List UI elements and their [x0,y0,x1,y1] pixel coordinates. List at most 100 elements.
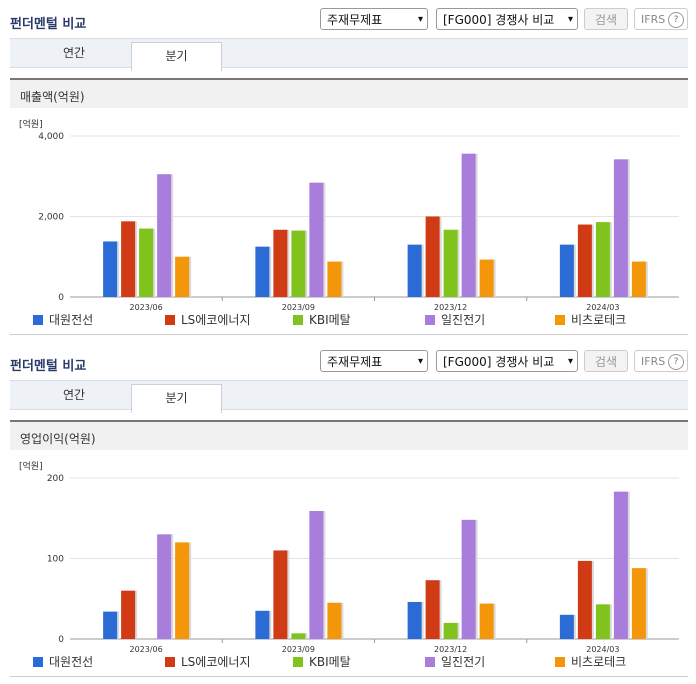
bar[interactable] [103,241,118,297]
ifrs-button[interactable]: IFRS? [634,8,688,30]
legend-item[interactable]: KBI메탈 [293,653,351,670]
operating-profit-bar-chart: 0 100 200 2023/06 2023/09 2023/12 2024/03 [47,474,679,654]
legend-label: 비츠로테크 [571,313,627,327]
bar[interactable] [631,261,646,297]
panel-title: 펀더멘털 비교 [10,17,87,32]
legend-swatch [425,315,435,325]
bar[interactable] [291,230,306,297]
bar[interactable] [327,261,342,297]
legend-swatch [293,315,303,325]
bar[interactable] [121,221,136,297]
bar[interactable] [559,614,574,639]
statement-select[interactable]: 주재무제표 ▾ [320,8,428,30]
chevron-down-icon: ▾ [417,356,423,367]
panel-header: 펀더멘털 비교 주재무제표 ▾ [FG000] 경쟁사 비교 ▾ 검색 IFRS? [0,0,696,38]
y-tick-label: 0 [58,635,64,645]
bar[interactable] [309,182,324,297]
bar[interactable] [595,604,610,639]
legend-item[interactable]: 일진전기 [425,311,485,328]
legend-swatch [165,657,175,667]
bar[interactable] [273,550,288,639]
bar[interactable] [461,153,476,297]
legend-label: 일진전기 [441,655,486,669]
bar[interactable] [425,216,440,298]
bar[interactable] [595,222,610,297]
statement-select-value: 주재무제표 [327,355,383,369]
compare-select[interactable]: [FG000] 경쟁사 비교 ▾ [436,350,578,372]
compare-select[interactable]: [FG000] 경쟁사 비교 ▾ [436,8,578,30]
ifrs-label: IFRS [641,13,666,26]
bar[interactable] [175,542,190,639]
bar[interactable] [425,580,440,639]
bar[interactable] [443,622,458,639]
bar[interactable] [443,229,458,297]
panel-title: 펀더멘털 비교 [10,359,87,374]
help-icon[interactable]: ? [668,12,684,28]
bar[interactable] [559,244,574,297]
legend-item[interactable]: LS에코에너지 [165,311,251,328]
search-button[interactable]: 검색 [584,350,628,372]
legend-label: 대원전선 [49,313,94,327]
bar[interactable] [479,259,494,297]
bar[interactable] [631,568,646,639]
y-tick-label: 4,000 [38,132,64,142]
legend-item[interactable]: KBI메탈 [293,311,351,328]
legend-item[interactable]: 대원전선 [33,311,93,328]
bar[interactable] [613,159,628,297]
bar[interactable] [273,229,288,297]
chevron-down-icon: ▾ [417,14,423,25]
legend-swatch [555,657,565,667]
tab-annual[interactable]: 연간 [62,388,86,402]
x-tick-label: 2023/09 [282,645,315,654]
legend-swatch [555,315,565,325]
bar[interactable] [255,610,270,639]
legend-label: KBI메탈 [309,655,351,669]
bar[interactable] [255,246,270,297]
search-button[interactable]: 검색 [584,8,628,30]
x-tick-label: 2023/06 [130,645,163,654]
divider [10,334,688,335]
bar[interactable] [139,228,154,297]
bar[interactable] [407,244,422,297]
tab-quarter[interactable]: 분기 [131,42,222,71]
bar[interactable] [175,256,190,297]
legend-item[interactable]: 비츠로테크 [555,653,626,670]
legend-label: LS에코에너지 [181,313,251,327]
legend-item[interactable]: 비츠로테크 [555,311,626,328]
x-tick-label: 2023/06 [130,303,163,312]
bar[interactable] [407,601,422,639]
legend-swatch [425,657,435,667]
bar[interactable] [103,611,118,639]
bar[interactable] [309,511,324,639]
fundamental-panel-operating-profit: 펀더멘털 비교 주재무제표 ▾ [FG000] 경쟁사 비교 ▾ 검색 IFRS? … [0,342,696,684]
help-icon[interactable]: ? [668,354,684,370]
section-header: 영업이익(억원) [10,420,688,450]
bar[interactable] [121,590,136,639]
bar[interactable] [577,224,592,297]
compare-select-value: [FG000] 경쟁사 비교 [443,355,555,369]
legend-item[interactable]: 일진전기 [425,653,485,670]
x-tick-label: 2023/12 [434,303,467,312]
bar[interactable] [157,174,172,297]
tab-annual[interactable]: 연간 [62,46,86,60]
bar[interactable] [327,602,342,639]
ifrs-button[interactable]: IFRS? [634,350,688,372]
bar[interactable] [291,633,306,639]
unit-label: [억원] [19,120,43,130]
statement-select[interactable]: 주재무제표 ▾ [320,350,428,372]
statement-select-value: 주재무제표 [327,13,383,27]
legend-item[interactable]: LS에코에너지 [165,653,251,670]
period-tabs: 연간 분기 [10,380,688,413]
tab-quarter[interactable]: 분기 [131,384,222,413]
bar[interactable] [461,519,476,639]
bar[interactable] [157,534,172,639]
legend-item[interactable]: 대원전선 [33,653,93,670]
y-tick-label: 100 [47,555,64,565]
bar[interactable] [613,491,628,639]
period-tabs: 연간 분기 [10,38,688,71]
legend-label: 대원전선 [49,655,94,669]
chart-legend: 대원전선 LS에코에너지 KBI메탈 일진전기 비츠로테크 [0,311,696,333]
bar[interactable] [577,560,592,639]
section-title: 영업이익(억원) [20,432,96,446]
bar[interactable] [479,603,494,639]
